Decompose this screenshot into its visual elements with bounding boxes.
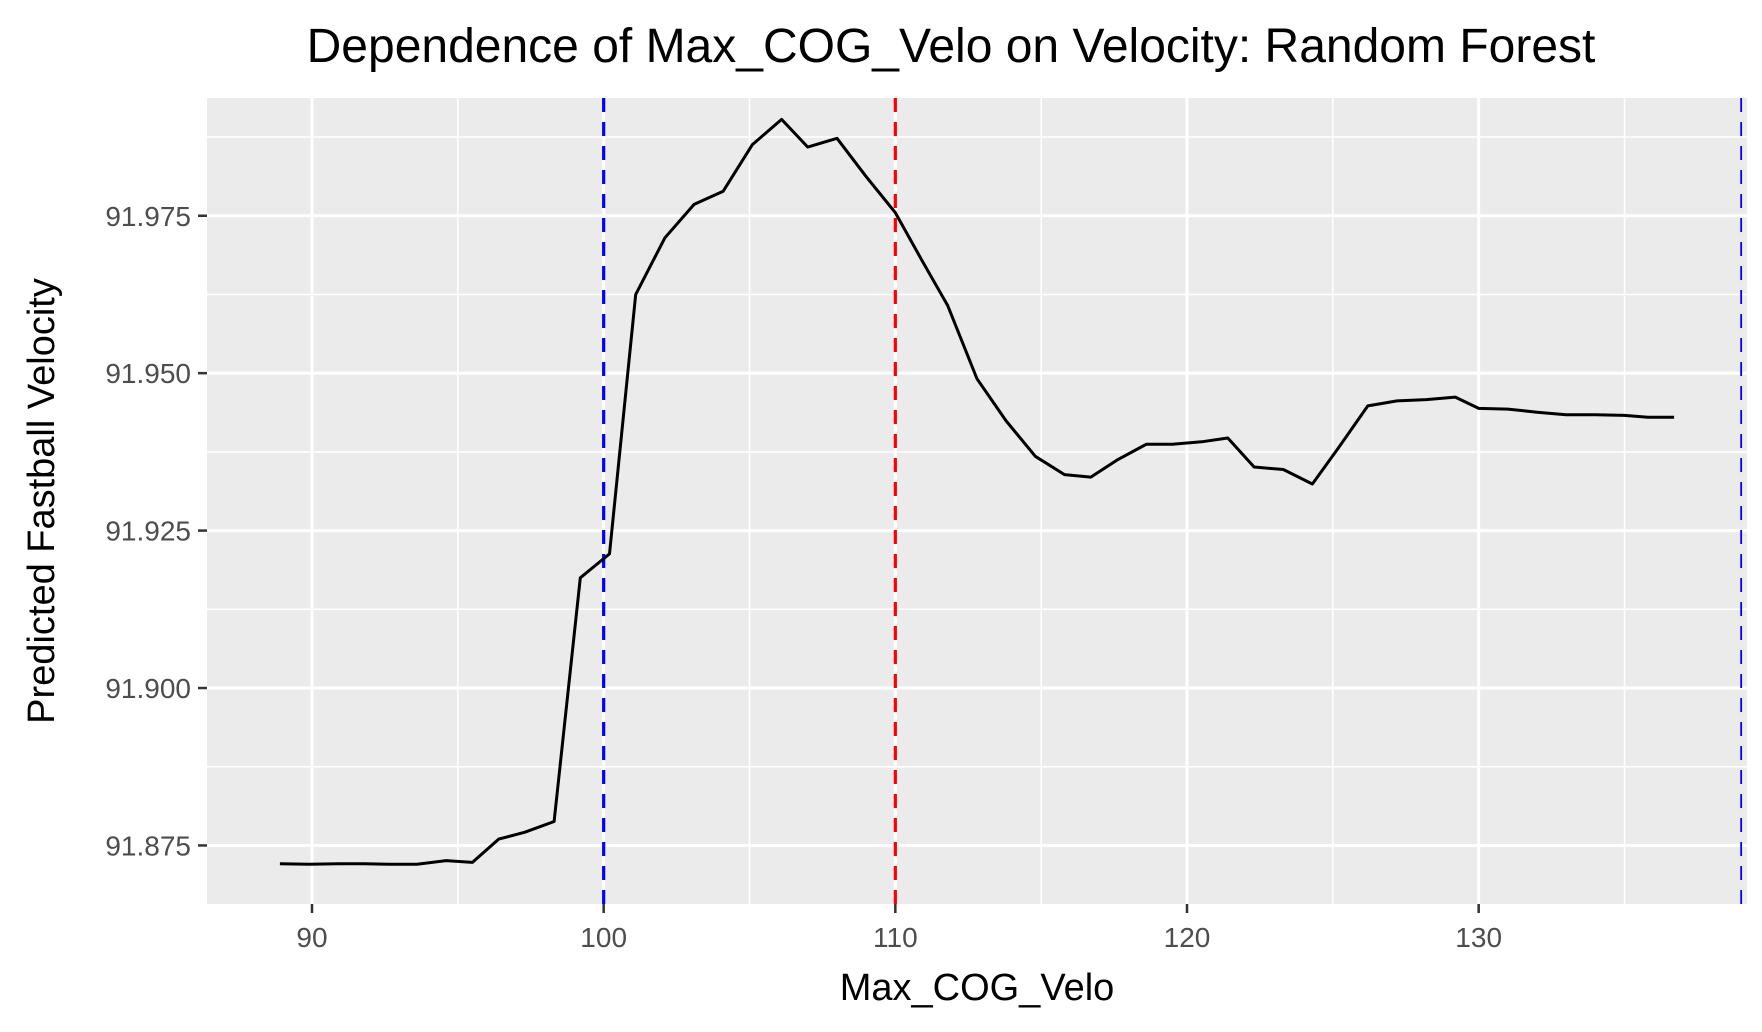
y-tick-label: 91.925 — [105, 516, 191, 547]
x-tick-label: 100 — [580, 922, 627, 953]
series-line — [279, 117, 1675, 866]
y-tick-label: 91.875 — [105, 830, 191, 861]
x-tick-label: 110 — [873, 922, 918, 953]
major-gridlines — [207, 98, 1747, 904]
y-axis-title: Predicted Fastball Velocity — [21, 278, 63, 724]
plot-panel — [207, 98, 1747, 904]
chart-title: Dependence of Max_COG_Velo on Velocity: … — [307, 20, 1596, 73]
y-tick-label: 91.975 — [105, 201, 191, 232]
x-tick-label: 90 — [296, 922, 327, 953]
y-tick-label: 91.900 — [105, 673, 191, 704]
y-axis: 91.875 91.900 91.925 91.950 91.975 — [105, 201, 207, 861]
minor-gridlines — [207, 98, 1747, 904]
y-tick-label: 91.950 — [105, 358, 191, 389]
x-tick-label: 120 — [1164, 922, 1211, 953]
x-tick-label: 130 — [1455, 922, 1502, 953]
series-layer — [279, 117, 1675, 866]
x-axis-title: Max_COG_Velo — [840, 967, 1115, 1009]
x-axis: 90 100 110 120 130 — [296, 904, 1502, 953]
